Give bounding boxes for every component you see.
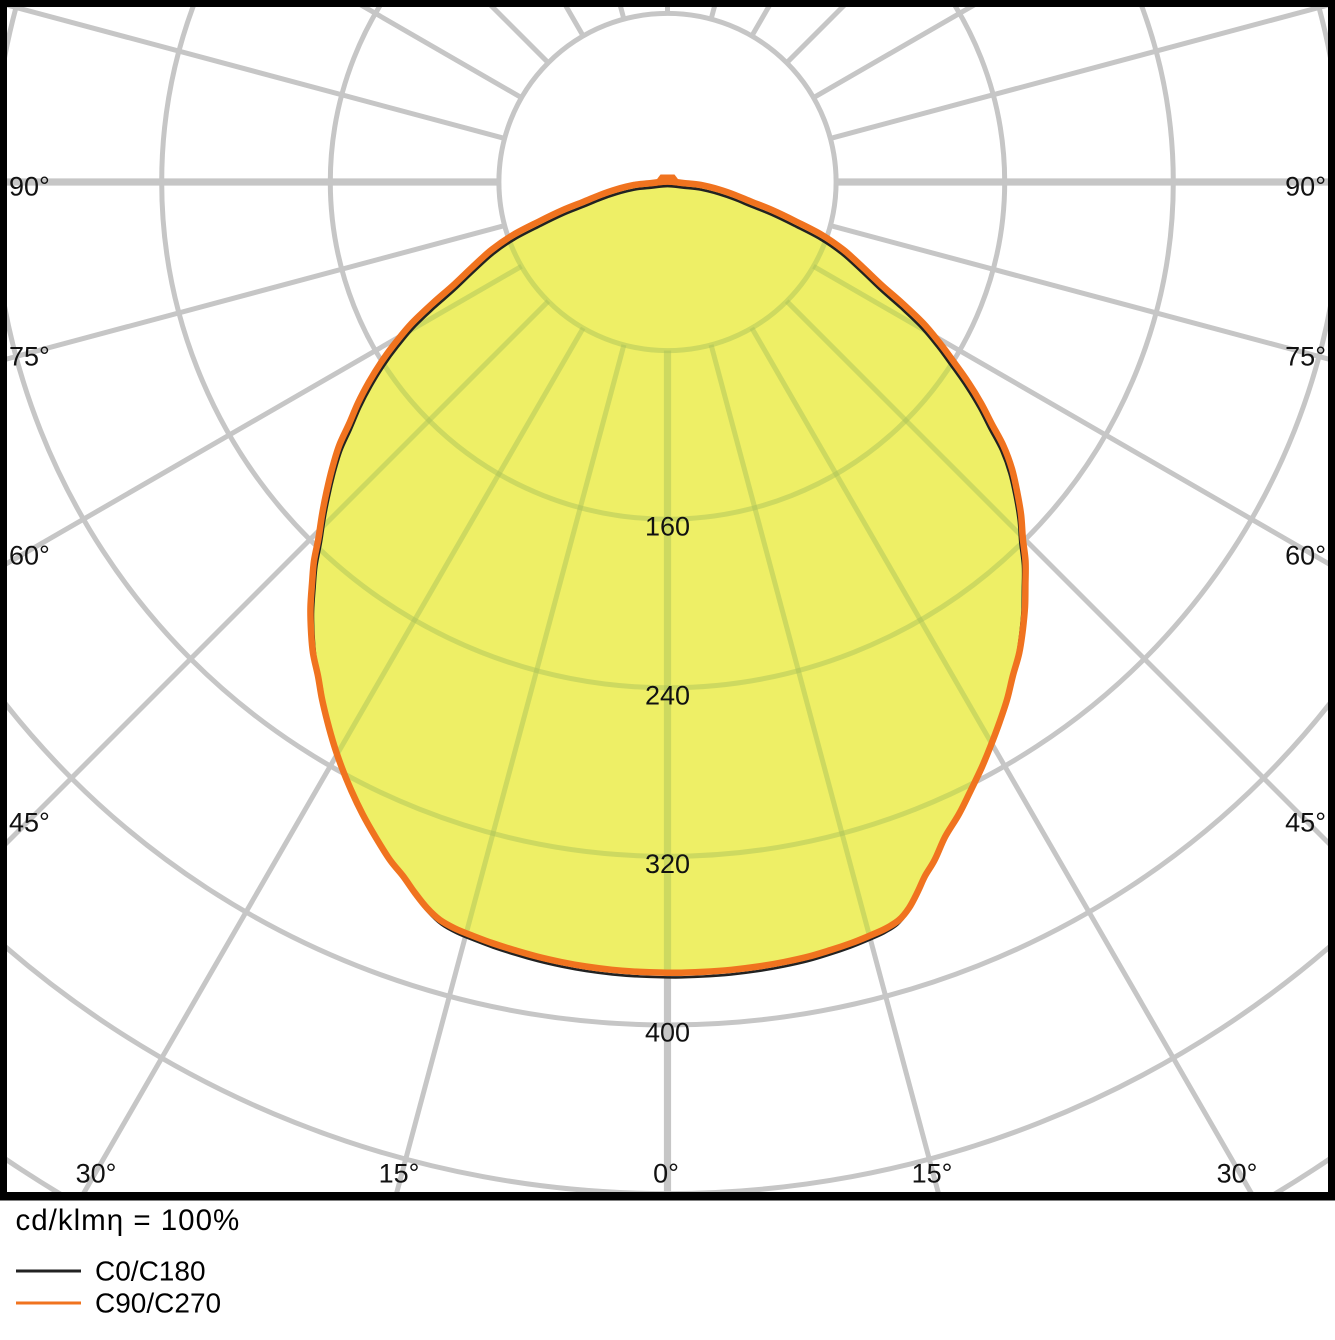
svg-text:30°: 30°: [76, 1159, 117, 1189]
svg-text:15°: 15°: [379, 1159, 420, 1189]
svg-text:90°: 90°: [9, 172, 50, 202]
svg-text:45°: 45°: [9, 808, 50, 838]
svg-text:30°: 30°: [1217, 1159, 1258, 1189]
svg-text:15°: 15°: [912, 1159, 953, 1189]
svg-text:75°: 75°: [9, 342, 50, 372]
svg-text:cd/klmη = 100%: cd/klmη = 100%: [16, 1204, 241, 1237]
svg-text:400: 400: [645, 1018, 690, 1048]
svg-text:0°: 0°: [653, 1159, 679, 1189]
svg-text:240: 240: [645, 680, 690, 710]
svg-text:C0/C180: C0/C180: [95, 1256, 206, 1287]
svg-text:60°: 60°: [9, 541, 50, 571]
svg-text:320: 320: [645, 849, 690, 879]
svg-text:C90/C270: C90/C270: [95, 1288, 221, 1319]
svg-text:90°: 90°: [1285, 172, 1326, 202]
svg-text:45°: 45°: [1285, 808, 1326, 838]
svg-text:60°: 60°: [1285, 541, 1326, 571]
svg-text:75°: 75°: [1285, 342, 1326, 372]
svg-text:160: 160: [645, 512, 690, 542]
